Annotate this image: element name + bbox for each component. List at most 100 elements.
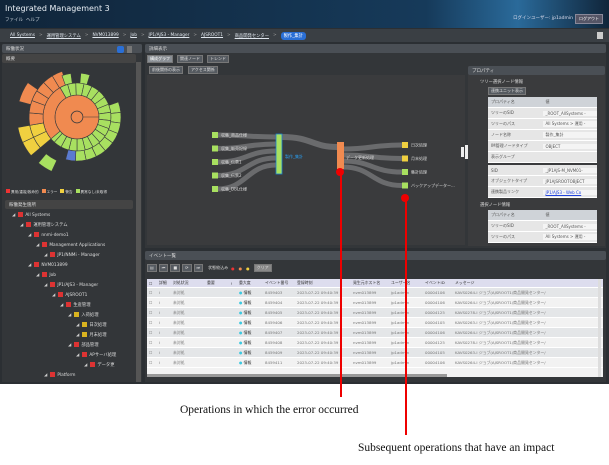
action-status[interactable]: 未対処 xyxy=(173,349,185,355)
expand-icon[interactable]: ◢ xyxy=(44,373,48,378)
sunburst-segment[interactable] xyxy=(79,72,91,85)
expand-icon[interactable]: ◢ xyxy=(44,253,48,258)
expand-icon[interactable]: ◢ xyxy=(60,303,64,308)
sunburst-segment[interactable] xyxy=(108,101,122,114)
tab-0[interactable]: 構成グラフ xyxy=(147,55,173,63)
expand-icon[interactable]: ◢ xyxy=(20,223,24,228)
graph-node[interactable] xyxy=(212,172,218,179)
graph-node[interactable] xyxy=(212,132,218,138)
select-all-checkbox[interactable]: ☐ xyxy=(149,280,153,286)
tab-1[interactable]: 関連ノード xyxy=(177,55,203,63)
expand-icon[interactable]: ◢ xyxy=(76,353,80,358)
breadcrumb-item[interactable]: AJSROOT1 xyxy=(200,33,224,38)
column-header[interactable]: イベントID xyxy=(425,280,445,285)
horizontal-scrollbar[interactable] xyxy=(147,374,447,377)
menu-icon[interactable] xyxy=(597,32,603,39)
row-checkbox[interactable]: ☐ xyxy=(149,330,153,335)
sunburst-segment[interactable] xyxy=(38,153,58,172)
expand-icon[interactable]: ◢ xyxy=(52,293,56,298)
latest-button[interactable]: ⏭ xyxy=(193,264,204,272)
breadcrumb-item[interactable]: 製作_集計 xyxy=(280,31,306,40)
tree-node[interactable]: ◢ 部品管理 xyxy=(6,342,134,352)
graph-node[interactable] xyxy=(402,169,408,175)
column-header[interactable]: ユーザー名 xyxy=(391,280,411,285)
detail-button[interactable]: i xyxy=(159,310,161,315)
toggle-button[interactable]: ▤ xyxy=(147,264,157,272)
scrollbar[interactable] xyxy=(136,62,141,382)
action-status[interactable]: 未対処 xyxy=(173,309,185,315)
tree-node[interactable]: ◢ データ更 xyxy=(6,362,134,372)
sunburst-segment[interactable] xyxy=(28,112,44,126)
clear-button[interactable]: クリア xyxy=(253,264,272,272)
column-header[interactable]: ! xyxy=(231,280,233,286)
filter-error-icon[interactable]: ● xyxy=(231,265,235,271)
vertical-scrollbar[interactable] xyxy=(598,279,601,377)
sunburst-segment[interactable] xyxy=(110,112,122,124)
detail-button[interactable]: i xyxy=(159,360,161,365)
graph-node[interactable] xyxy=(212,186,218,192)
table-row[interactable]: ☐ i 未対処 ● 情報 8459407 2023-07-22 09:40:39 nvm01… xyxy=(147,328,603,338)
expand-icon[interactable]: ◢ xyxy=(28,263,32,268)
table-row[interactable]: ☐ i 未対処 ● 情報 8459403 2023-07-22 09:40:39 nvm01… xyxy=(147,288,603,298)
tree-node[interactable]: ◢ APサーバ処理 xyxy=(6,352,134,362)
row-checkbox[interactable]: ☐ xyxy=(149,300,153,305)
tree-node[interactable]: ◢ 日次処理 xyxy=(6,322,134,332)
column-header[interactable]: 発生元ホスト名 xyxy=(353,280,381,285)
action-status[interactable]: 未対処 xyxy=(173,359,185,365)
stop-button[interactable]: ■ xyxy=(170,264,181,272)
column-header[interactable]: 登録時刻 xyxy=(297,280,313,285)
graph-node[interactable] xyxy=(402,155,408,162)
tree-node[interactable]: ◢ Platform xyxy=(6,372,134,382)
expand-icon[interactable]: ◢ xyxy=(68,343,72,348)
tree-node[interactable]: ◢ AJSROOT1 xyxy=(6,292,134,302)
graph-node-error[interactable] xyxy=(337,142,344,169)
expand-icon[interactable]: ◢ xyxy=(68,313,72,318)
detail-button[interactable]: i xyxy=(159,290,161,295)
action-status[interactable]: 未対処 xyxy=(173,289,185,295)
column-header[interactable]: 対処状況 xyxy=(173,280,189,285)
expand-icon[interactable]: ◢ xyxy=(76,323,80,328)
sunburst-segment[interactable] xyxy=(61,73,73,86)
tree-node[interactable]: ◢ nnmi-demo1 xyxy=(6,232,134,242)
expand-icon[interactable]: ◢ xyxy=(36,243,40,248)
row-checkbox[interactable]: ☐ xyxy=(149,310,153,315)
table-row[interactable]: ☐ i 未対処 ● 情報 8459408 2023-07-22 09:40:39 nvm01… xyxy=(147,338,603,348)
breadcrumb-item[interactable]: Job xyxy=(130,33,137,38)
expand-icon[interactable]: ◢ xyxy=(76,333,80,338)
filter-caution-icon[interactable]: ● xyxy=(246,265,250,271)
table-row[interactable]: ☐ i 未対処 ● 情報 8459411 2023-07-22 09:40:39 nvm01… xyxy=(147,358,603,368)
tree-node[interactable]: ◢ JP1/NNMi - Manager xyxy=(6,252,134,262)
breadcrumb-item[interactable]: 運用管理システム xyxy=(46,33,81,39)
breadcrumb-item[interactable]: NVM013899 xyxy=(92,33,119,38)
property-value[interactable]: JP1/AJS3 - Web Co xyxy=(542,189,597,195)
column-header[interactable]: 重要 xyxy=(207,280,215,285)
logout-button[interactable]: ログアウト xyxy=(575,14,603,24)
sunburst-segment[interactable] xyxy=(17,124,34,143)
row-checkbox[interactable]: ☐ xyxy=(149,320,153,325)
detail-button[interactable]: i xyxy=(159,340,161,345)
menu-file[interactable]: ファイル xyxy=(5,18,23,23)
column-header[interactable]: イベント番号 xyxy=(265,280,289,285)
tab-2[interactable]: トレンド xyxy=(207,55,229,63)
table-row[interactable]: ☐ i 未対処 ● 情報 8459404 2023-07-22 09:40:39 nvm01… xyxy=(147,298,603,308)
action-status[interactable]: 未対処 xyxy=(173,319,185,325)
row-checkbox[interactable]: ☐ xyxy=(149,340,153,345)
column-header[interactable]: 重大度 xyxy=(239,280,251,285)
refresh-button[interactable]: ⟳ xyxy=(182,264,192,272)
menu-help[interactable]: ヘルプ xyxy=(26,18,40,23)
action-status[interactable]: 未対処 xyxy=(173,339,185,345)
action-status[interactable]: 未対処 xyxy=(173,329,185,335)
tree-node[interactable]: ◢ 月末処理 xyxy=(6,332,134,342)
table-row[interactable]: ☐ i 未対処 ● 情報 8459406 2023-07-22 09:40:39 nvm01… xyxy=(147,318,603,328)
sunburst-selected[interactable] xyxy=(65,149,77,162)
column-header[interactable]: 詳細 xyxy=(159,280,167,285)
first-page-button[interactable]: ⏮ xyxy=(158,264,169,272)
detail-button[interactable]: i xyxy=(159,320,161,325)
graph-node[interactable] xyxy=(402,182,408,189)
row-checkbox[interactable]: ☐ xyxy=(149,290,153,295)
filter-icon[interactable] xyxy=(127,46,132,53)
scroll-handle[interactable] xyxy=(461,147,464,157)
graph-node[interactable] xyxy=(402,142,408,148)
breadcrumb-item[interactable]: JP1/AJS3 - Manager xyxy=(148,33,190,38)
